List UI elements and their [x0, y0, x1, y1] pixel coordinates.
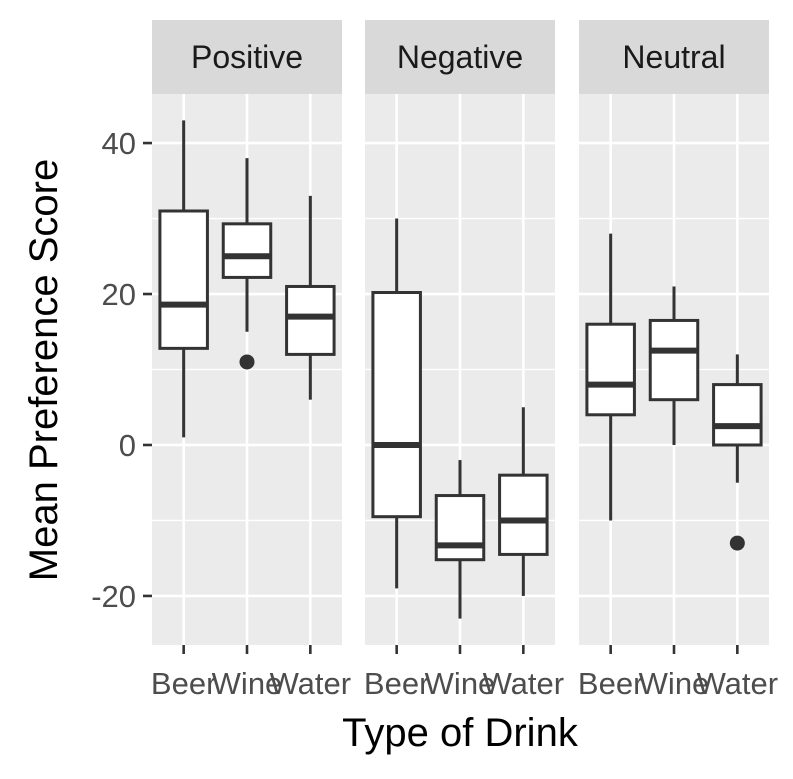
- x-tick-label: Water: [697, 666, 779, 701]
- box-iqr: [585, 322, 636, 417]
- box-iqr: [371, 291, 422, 519]
- facet-panels: PositiveBeerWineWaterNegativeBeerWineWat…: [151, 20, 778, 701]
- box-beer: [371, 218, 422, 589]
- box-wine: [434, 460, 486, 619]
- y-tick-label: -20: [91, 579, 136, 614]
- x-tick-label: Water: [483, 666, 565, 701]
- box-beer: [585, 233, 636, 521]
- facet-strip-label: Positive: [191, 39, 303, 75]
- box-iqr: [648, 318, 700, 402]
- facet-strip-background: [579, 20, 769, 94]
- outlier-point: [239, 354, 255, 370]
- facet-strip-label: Neutral: [622, 39, 725, 75]
- box-wine: [221, 158, 273, 370]
- x-tick-label: Beer: [578, 666, 643, 701]
- x-tick-label: Wine: [639, 666, 710, 701]
- box-iqr: [434, 494, 486, 562]
- y-tick-label: 0: [119, 428, 136, 463]
- box-wine: [648, 286, 700, 445]
- x-axis-title: Type of Drink: [342, 711, 579, 755]
- facet-strip-background: [152, 20, 342, 94]
- y-axis-title: Mean Preference Score: [22, 159, 66, 581]
- x-tick-label: Wine: [425, 666, 496, 701]
- box-water: [285, 195, 336, 400]
- y-axis: -20 0 20 40: [91, 126, 152, 614]
- y-tick-label: 20: [102, 277, 136, 312]
- facet-strip-label: Negative: [397, 39, 523, 75]
- x-tick-label: Wine: [212, 666, 283, 701]
- box-iqr: [712, 383, 763, 447]
- box-iqr: [221, 222, 273, 279]
- box-iqr: [285, 284, 336, 356]
- x-tick-label: Beer: [364, 666, 429, 701]
- outlier-point: [729, 535, 745, 551]
- box-iqr: [158, 209, 209, 350]
- box-water: [712, 354, 763, 551]
- box-iqr: [498, 473, 549, 556]
- x-tick-label: Beer: [151, 666, 216, 701]
- y-tick-label: 40: [102, 126, 136, 161]
- box-beer: [158, 120, 209, 438]
- box-water: [498, 407, 549, 596]
- facet-strip-background: [365, 20, 555, 94]
- x-tick-label: Water: [270, 666, 352, 701]
